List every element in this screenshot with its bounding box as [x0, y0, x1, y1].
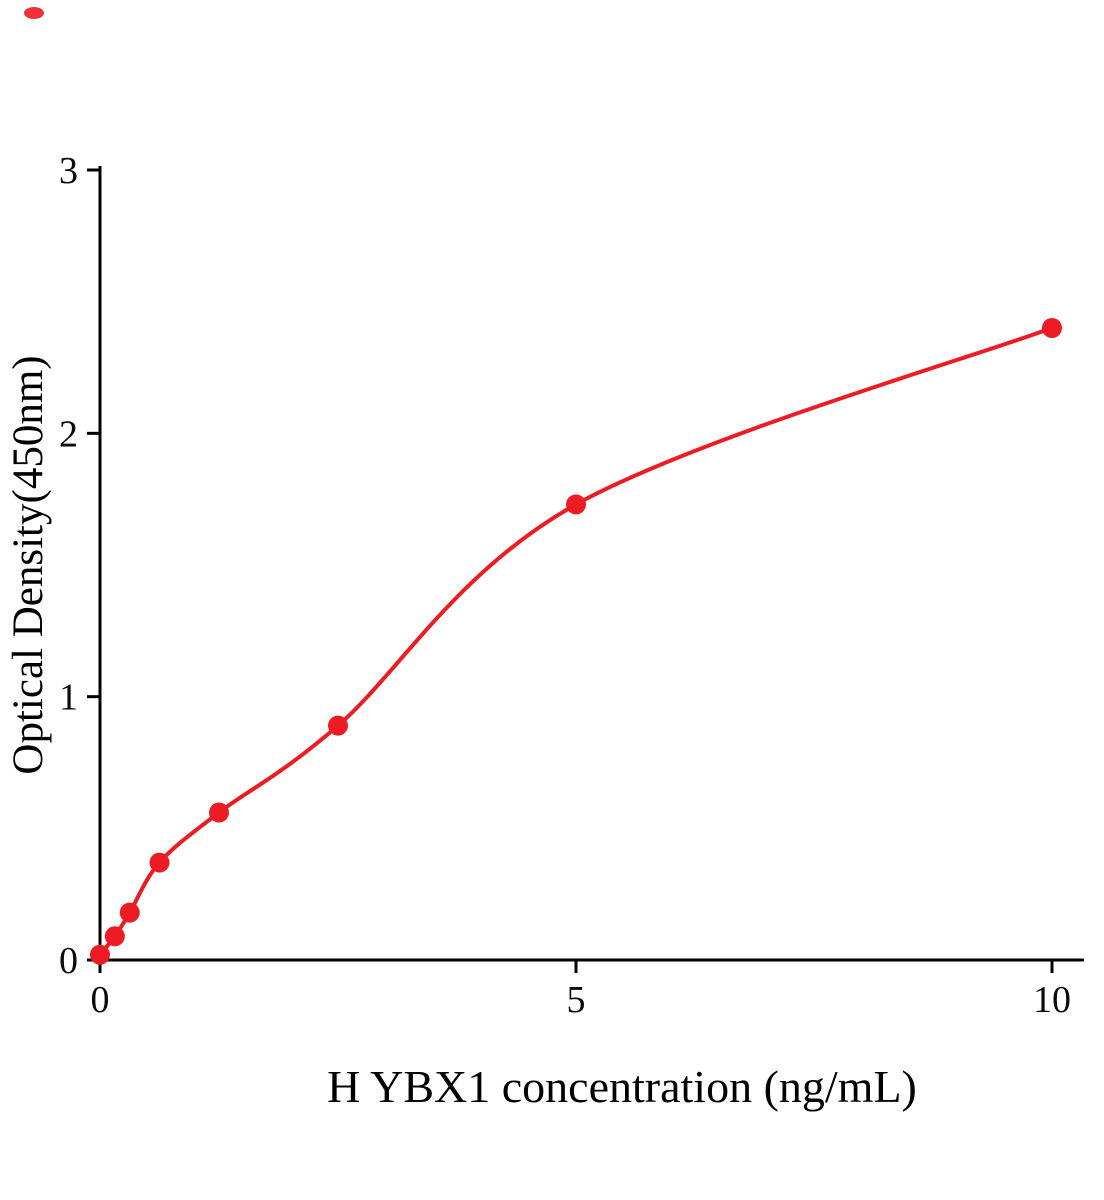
fit-curve [98, 326, 1054, 957]
x-tick-label: 5 [567, 979, 586, 1021]
x-tick-label: 10 [1033, 979, 1071, 1021]
data-point [209, 802, 229, 823]
corner-artifact-mark [24, 7, 44, 19]
y-axis-title: Optical Density(450nm) [5, 355, 52, 774]
data-point [149, 852, 170, 873]
y-tick-label: 3 [59, 150, 78, 192]
data-point [119, 902, 140, 923]
data-point [1042, 318, 1062, 338]
y-tick-label: 0 [59, 940, 78, 982]
x-tick-label: 0 [91, 979, 110, 1021]
data-point [566, 494, 586, 515]
plot-area: 0 5 10 0 1 2 3 [24, 7, 1084, 1021]
y-tick-label: 2 [59, 413, 78, 455]
y-tick-label: 1 [59, 677, 78, 719]
data-point [328, 715, 348, 736]
x-axis-title: H YBX1 concentration (ng/mL) [327, 1061, 917, 1112]
data-point [90, 944, 110, 965]
data-point [104, 926, 125, 947]
